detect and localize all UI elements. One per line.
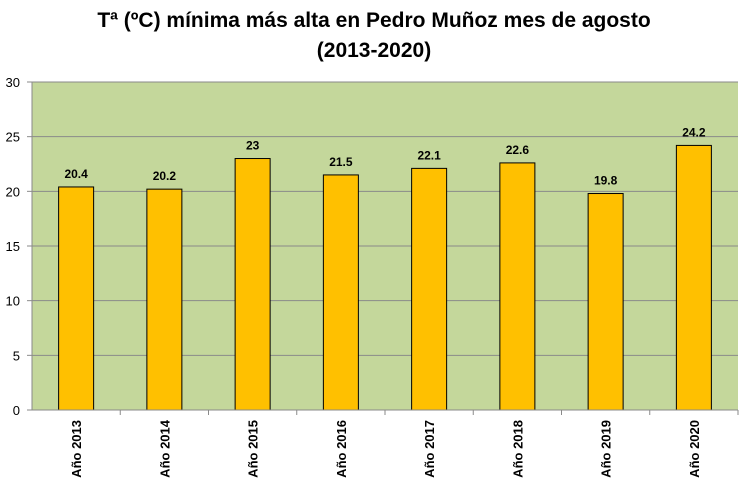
chart-title-line1: Tª (ºC) mínima más alta en Pedro Muñoz m… [97, 9, 651, 32]
data-label: 19.8 [594, 174, 618, 188]
bar [322, 174, 359, 411]
data-label: 24.2 [682, 125, 706, 139]
bars [58, 144, 712, 411]
y-tick-label: 5 [13, 348, 20, 363]
bar [499, 162, 536, 411]
x-tick-label: Año 2017 [422, 420, 437, 478]
chart-title-line2: (2013-2020) [316, 39, 432, 62]
x-tick-label: Año 2020 [687, 420, 702, 478]
y-tick-label: 10 [6, 294, 20, 309]
y-tick-label: 0 [13, 403, 20, 418]
x-axis: Año 2013 Año 2014 Año 2015 Año 2016 Año 2017… [32, 409, 739, 478]
x-tick-label: Año 2014 [157, 419, 172, 478]
y-tick-label: 30 [6, 75, 20, 90]
data-label: 22.6 [506, 143, 530, 157]
bar [234, 158, 271, 411]
y-tick-label: 15 [6, 239, 20, 254]
data-label: 22.1 [417, 148, 441, 162]
x-tick-label: Año 2015 [246, 420, 261, 478]
data-label: 23 [246, 139, 260, 153]
data-label: 20.2 [153, 169, 177, 183]
y-axis: 0 5 10 15 20 25 30 [6, 75, 33, 418]
y-tick-label: 25 [6, 130, 20, 145]
x-tick-label: Año 2019 [599, 420, 614, 478]
bar [587, 193, 624, 411]
x-tick-label: Año 2018 [510, 420, 525, 478]
data-labels: 20.4 20.2 23 21.5 22.1 22.6 19.8 24.2 [64, 125, 705, 187]
data-label: 20.4 [64, 167, 88, 181]
bar [675, 144, 712, 411]
data-label: 21.5 [329, 155, 353, 169]
y-tick-label: 20 [6, 184, 20, 199]
chart-title: Tª (ºC) mínima más alta en Pedro Muñoz m… [0, 6, 748, 66]
bar [411, 167, 448, 411]
x-tick-label: Año 2016 [334, 420, 349, 478]
x-tick-label: Año 2013 [69, 420, 84, 478]
bar [58, 186, 95, 411]
bar [146, 188, 183, 411]
